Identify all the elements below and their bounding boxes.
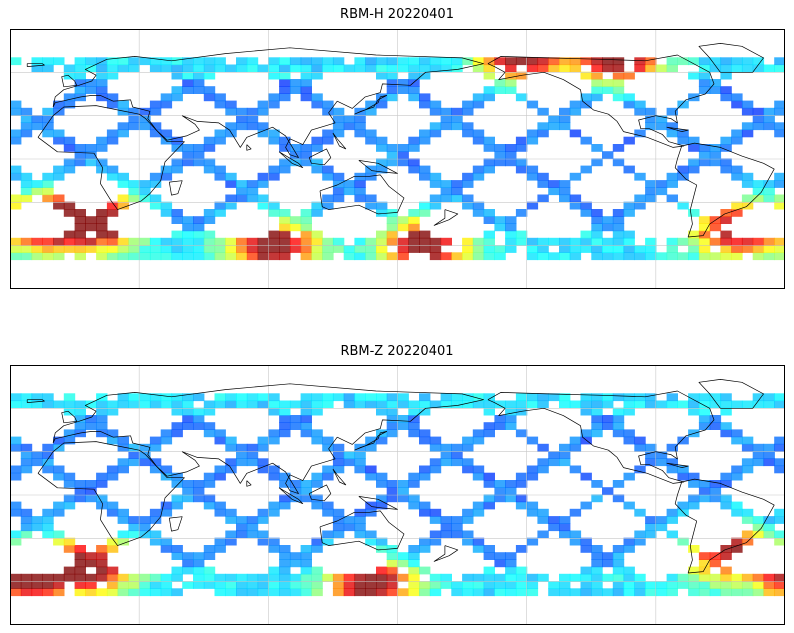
japan-coastline	[354, 431, 388, 451]
map-frame	[10, 29, 785, 289]
sri-lanka-coastline	[246, 144, 252, 151]
sumatra-coastline	[278, 487, 304, 505]
swath-layer	[10, 393, 785, 597]
map-rbm-z	[10, 365, 785, 625]
cuba-coastline	[666, 462, 689, 468]
new-zealand-coastline	[433, 545, 459, 562]
new-guinea-coastline	[358, 160, 398, 174]
uk-coastline	[61, 74, 78, 88]
map-rbm-h	[10, 29, 785, 289]
cuba-coastline	[666, 126, 689, 132]
europe-asia-coastline	[52, 47, 484, 158]
japan-coastline	[354, 95, 388, 115]
new-zealand-coastline	[433, 209, 459, 226]
iceland-coastline	[26, 63, 45, 67]
europe-asia-coastline	[52, 383, 484, 494]
australia-coastline	[319, 510, 405, 551]
madagascar-coastline	[168, 516, 183, 532]
borneo-coastline	[308, 148, 332, 166]
madagascar-coastline	[168, 180, 183, 196]
iceland-coastline	[26, 399, 45, 403]
north-america-coastline	[487, 54, 715, 148]
south-america-coastline	[674, 478, 775, 574]
greenland-coastline	[698, 379, 764, 409]
sri-lanka-coastline	[246, 480, 252, 487]
africa-coastline	[37, 105, 185, 210]
greenland-coastline	[698, 43, 764, 73]
coastlines	[26, 43, 775, 238]
panel-title: RBM-H 20220401	[340, 7, 454, 22]
south-america-coastline	[674, 142, 775, 238]
swath-layer	[10, 57, 785, 261]
africa-coastline	[37, 441, 185, 546]
north-america-coastline	[487, 390, 715, 484]
philippines-coastline	[332, 468, 347, 486]
uk-coastline	[61, 410, 78, 424]
new-guinea-coastline	[358, 496, 398, 510]
borneo-coastline	[308, 484, 332, 502]
australia-coastline	[319, 174, 405, 215]
map-frame	[10, 365, 785, 625]
philippines-coastline	[332, 132, 347, 150]
sumatra-coastline	[278, 151, 304, 169]
coastlines	[26, 379, 775, 574]
panel-title: RBM-Z 20220401	[340, 344, 454, 359]
